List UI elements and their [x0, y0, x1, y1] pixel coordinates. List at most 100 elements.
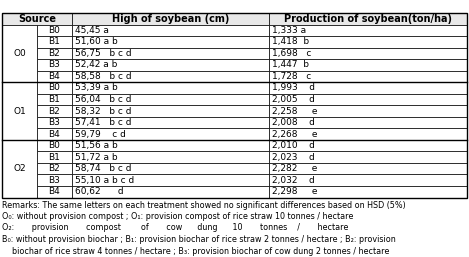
Text: B0: B0	[48, 141, 60, 150]
Bar	[269, 71, 467, 82]
Bar	[37, 105, 72, 117]
Bar	[72, 163, 269, 175]
Text: 59,79    c d: 59,79 c d	[75, 130, 126, 139]
Bar	[2, 13, 72, 24]
Text: 1,993    d: 1,993 d	[272, 84, 315, 93]
Bar	[37, 59, 72, 71]
Bar	[72, 140, 269, 151]
Bar	[269, 82, 467, 94]
Bar	[72, 105, 269, 117]
Text: 56,75   b c d: 56,75 b c d	[75, 49, 131, 58]
Text: 55,10 a b c d: 55,10 a b c d	[75, 176, 134, 185]
Bar	[269, 117, 467, 128]
Bar	[37, 36, 72, 48]
Bar	[72, 48, 269, 59]
Text: B2: B2	[48, 164, 60, 173]
Text: 1,728   c: 1,728 c	[272, 72, 311, 81]
Bar	[72, 36, 269, 48]
Text: B3: B3	[48, 60, 60, 69]
Bar	[269, 59, 467, 71]
Text: 2,008    d: 2,008 d	[272, 118, 315, 127]
Text: B0: B0	[48, 84, 60, 93]
Text: 1,447  b: 1,447 b	[272, 60, 310, 69]
Text: biochar of rice straw 4 tonnes / hectare ; B₃: provision biochar of cow dung 2 t: biochar of rice straw 4 tonnes / hectare…	[2, 246, 389, 255]
Bar	[37, 128, 72, 140]
Bar	[269, 94, 467, 105]
Bar	[37, 94, 72, 105]
Bar	[269, 163, 467, 175]
Text: B4: B4	[48, 72, 60, 81]
Text: 2,023    d: 2,023 d	[272, 153, 315, 162]
Bar	[37, 71, 72, 82]
Bar	[72, 59, 269, 71]
Bar	[2, 24, 37, 82]
Bar	[2, 13, 467, 197]
Text: Remarks: The same letters on each treatment showed no significant differences ba: Remarks: The same letters on each treatm…	[2, 200, 406, 209]
Bar	[37, 186, 72, 197]
Text: B2: B2	[48, 49, 60, 58]
Text: 56,04   b c d: 56,04 b c d	[75, 95, 131, 104]
Bar	[72, 82, 269, 94]
Text: B1: B1	[48, 95, 60, 104]
Text: 58,32   b c d: 58,32 b c d	[75, 106, 131, 115]
Bar	[37, 151, 72, 163]
Bar	[269, 13, 467, 24]
Bar	[37, 163, 72, 175]
Text: 1,418  b: 1,418 b	[272, 37, 310, 46]
Bar	[72, 71, 269, 82]
Text: Production of soybean(ton/ha): Production of soybean(ton/ha)	[284, 14, 452, 24]
Text: 45,45 a: 45,45 a	[75, 26, 109, 35]
Bar	[72, 24, 269, 36]
Text: High of soybean (cm): High of soybean (cm)	[112, 14, 229, 24]
Text: 2,010    d: 2,010 d	[272, 141, 315, 150]
Text: O0: O0	[13, 49, 26, 58]
Bar	[37, 140, 72, 151]
Bar	[72, 151, 269, 163]
Text: 58,74   b c d: 58,74 b c d	[75, 164, 131, 173]
Bar	[72, 94, 269, 105]
Bar	[72, 175, 269, 186]
Bar	[269, 186, 467, 197]
Bar	[269, 151, 467, 163]
Bar	[269, 128, 467, 140]
Bar	[2, 140, 37, 197]
Text: 60,62      d: 60,62 d	[75, 187, 123, 196]
Bar	[37, 24, 72, 36]
Text: 58,58   b c d: 58,58 b c d	[75, 72, 131, 81]
Bar	[269, 175, 467, 186]
Text: B₀: without provision biochar ; B₁: provision biochar of rice straw 2 tonnes / h: B₀: without provision biochar ; B₁: prov…	[2, 235, 396, 244]
Bar	[269, 48, 467, 59]
Text: 1,698   c: 1,698 c	[272, 49, 312, 58]
Bar	[269, 105, 467, 117]
Bar	[37, 175, 72, 186]
Bar	[72, 186, 269, 197]
Text: 52,42 a b: 52,42 a b	[75, 60, 117, 69]
Bar	[2, 82, 37, 140]
Text: B1: B1	[48, 37, 60, 46]
Bar	[37, 82, 72, 94]
Bar	[72, 13, 269, 24]
Text: B4: B4	[48, 187, 60, 196]
Text: B1: B1	[48, 153, 60, 162]
Bar	[37, 48, 72, 59]
Text: Source: Source	[18, 14, 56, 24]
Bar	[72, 117, 269, 128]
Text: O2: O2	[13, 164, 26, 173]
Text: B3: B3	[48, 176, 60, 185]
Text: 57,41   b c d: 57,41 b c d	[75, 118, 131, 127]
Bar	[269, 140, 467, 151]
Text: O₀: without provision compost ; O₁: provision compost of rice straw 10 tonnes / : O₀: without provision compost ; O₁: prov…	[2, 212, 353, 221]
Bar	[37, 117, 72, 128]
Bar	[269, 24, 467, 36]
Text: 2,282     e: 2,282 e	[272, 164, 318, 173]
Text: O1: O1	[13, 106, 26, 115]
Text: 53,39 a b: 53,39 a b	[75, 84, 118, 93]
Text: B0: B0	[48, 26, 60, 35]
Text: 51,72 a b: 51,72 a b	[75, 153, 117, 162]
Text: 2,005    d: 2,005 d	[272, 95, 315, 104]
Bar	[269, 36, 467, 48]
Text: O₂:       provision       compost        of       cow      dung      10       to: O₂: provision compost of cow dung 10 to	[2, 224, 348, 233]
Text: 2,258     e: 2,258 e	[272, 106, 318, 115]
Text: 2,268     e: 2,268 e	[272, 130, 318, 139]
Text: B4: B4	[48, 130, 60, 139]
